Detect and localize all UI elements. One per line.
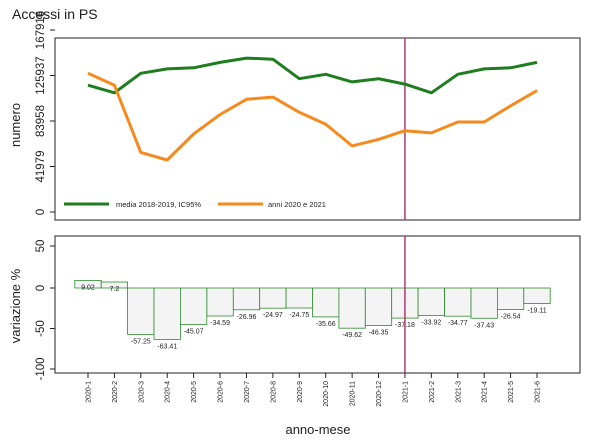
x-tick-label: 2020-12 [376,381,383,407]
bar-value-label: -26.54 [501,314,521,321]
bar-value-label: -45.07 [184,329,204,336]
bar-value-label: -26.96 [237,314,257,321]
top-y-tick-label: 41979 [35,151,47,183]
x-tick-label: 2020-4 [165,381,172,403]
x-axis-label: anno-mese [285,422,350,437]
bar-2020-11 [338,287,366,329]
x-tick-label: 2020-2 [112,381,119,403]
bar-value-label: -34.59 [210,320,230,327]
top-panel-frame [54,37,581,221]
bar-2021-2 [417,287,445,316]
bar-value-label: -33.92 [421,320,441,327]
bar-2020-10 [312,287,340,318]
x-tick-label: 2021-4 [482,381,489,403]
bar-2020-6 [206,287,234,317]
top-y-tick-label: 83958 [35,105,47,137]
x-tick-label: 2021-1 [402,381,409,403]
bottom-y-tick-label: -50 [35,320,47,337]
bar-2021-4 [470,287,498,319]
top-y-tick-label: 0 [35,209,47,215]
legend-label-2: anni 2020 e 2021 [268,200,326,209]
bar-value-label: -24.75 [289,312,309,319]
x-tick-label: 2021-2 [429,381,436,403]
bottom-y-axis-label: variazione % [8,268,23,343]
x-tick-label: 2020-5 [191,381,198,403]
series-line-2 [87,71,538,162]
legend-label-1: media 2018-2019, IC95% [116,200,201,209]
top-y-tick-label: 125937 [35,56,47,94]
bar-2021-6 [523,287,551,304]
bar-value-label: 9.02 [81,284,95,291]
bar-value-label: -19.11 [527,308,546,315]
bar-value-label: -37.43 [474,322,494,329]
bar-2020-9 [285,287,313,309]
bar-value-label: -35.66 [316,321,336,328]
bar-value-label: -24.97 [263,312,283,319]
bar-2020-4 [153,287,181,340]
bar-2020-3 [127,287,155,335]
bottom-y-tick-label: -100 [35,357,47,380]
x-tick-label: 2020-3 [138,381,145,403]
x-tick-label: 2021-6 [535,381,542,403]
bar-2021-5 [496,287,525,310]
x-tick-label: 2020-6 [218,381,225,403]
top-y-tick-label: 167916 [35,11,47,49]
bar-2020-2 [100,281,128,289]
bar-value-label: -46.35 [369,330,389,337]
bottom-y-tick-label: 50 [35,240,47,253]
bar-2021-3 [444,287,472,317]
chart-title: Accessi in PS [12,6,98,22]
x-tick-label: 2020-10 [323,381,330,407]
x-tick-label: 2020-7 [244,381,251,403]
top-y-axis-label: numero [8,103,23,147]
bar-value-label: -34.77 [448,320,468,327]
bar-2020-7 [232,287,261,311]
bar-2020-8 [259,287,287,309]
bar-value-label: -63.41 [157,343,177,350]
bar-value-label: -49.62 [342,332,362,339]
x-tick-label: 2021-5 [508,381,515,403]
bottom-y-tick-label: 0 [35,285,47,291]
x-tick-label: 2020-11 [350,381,357,406]
bar-value-label: -57.25 [131,338,151,345]
x-tick-label: 2020-8 [270,381,277,403]
x-tick-label: 2020-9 [297,381,304,403]
x-tick-label: 2021-3 [455,381,462,403]
bar-2020-12 [364,287,393,326]
bar-value-label: 7.2 [110,286,120,293]
x-tick-label: 2020-1 [86,381,93,403]
series-line-1 [87,56,538,95]
bar-2020-5 [179,287,208,325]
